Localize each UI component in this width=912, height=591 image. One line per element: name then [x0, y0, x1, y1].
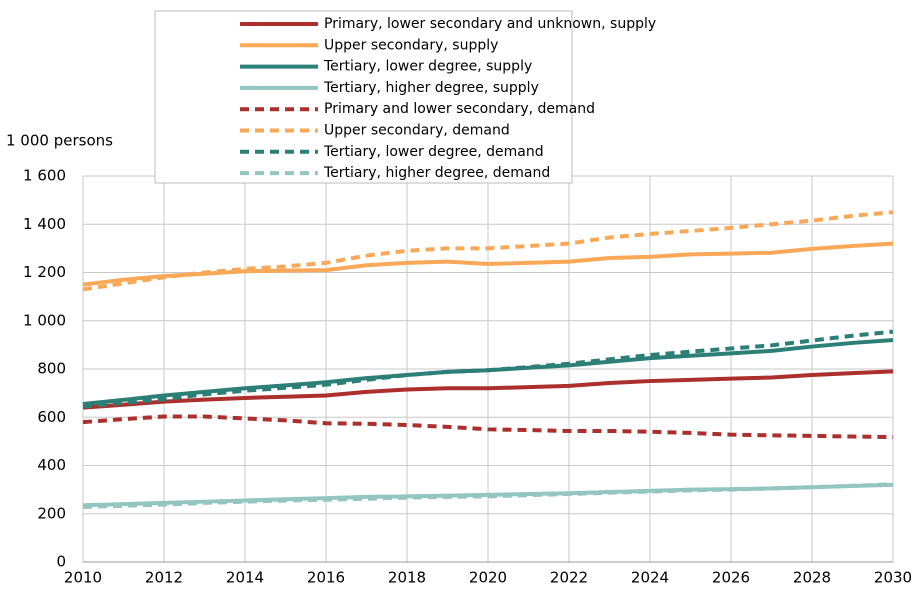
- series-line: [82, 482, 894, 509]
- x-tick-label: 2026: [712, 569, 750, 587]
- y-tick-label: 1 200: [23, 263, 66, 281]
- y-tick-label: 1 600: [23, 167, 66, 185]
- legend-label: Tertiary, lower degree, supply: [323, 59, 532, 75]
- x-tick-label: 2018: [388, 569, 426, 587]
- legend-label: Upper secondary, supply: [324, 37, 498, 53]
- legend: Primary, lower secondary and unknown, su…: [154, 10, 656, 184]
- series-line: [82, 210, 894, 292]
- x-tick-label: 2014: [226, 569, 264, 587]
- y-tick-label: 200: [37, 504, 66, 522]
- x-tick-label: 2012: [145, 569, 183, 587]
- legend-label: Tertiary, lower degree, demand: [323, 144, 544, 160]
- legend-label: Tertiary, higher degree, demand: [323, 165, 550, 181]
- legend-box: [154, 10, 573, 184]
- y-tick-label: 0: [56, 553, 66, 571]
- legend-label: Upper secondary, demand: [324, 123, 510, 139]
- x-tick-label: 2030: [874, 569, 912, 587]
- x-tick-label: 2020: [469, 569, 507, 587]
- x-tick-label: 2028: [793, 569, 831, 587]
- x-tick-label: 2024: [631, 569, 669, 587]
- y-tick-label: 1 400: [23, 215, 66, 233]
- series-line: [82, 369, 894, 410]
- legend-label: Primary, lower secondary and unknown, su…: [324, 16, 656, 32]
- y-tick-label: 400: [37, 456, 66, 474]
- series-line: [82, 329, 894, 409]
- x-tick-label: 2010: [64, 569, 102, 587]
- legend-label: Primary and lower secondary, demand: [324, 101, 595, 117]
- y-tick-label: 800: [37, 360, 66, 378]
- x-tick-label: 2022: [550, 569, 588, 587]
- x-tick-label: 2016: [307, 569, 345, 587]
- y-tick-label: 1 000: [23, 311, 66, 329]
- series-line: [82, 414, 894, 440]
- y-axis-label: 1 000 persons: [6, 132, 113, 150]
- y-tick-label: 600: [37, 408, 66, 426]
- legend-label: Tertiary, higher degree, supply: [323, 80, 539, 96]
- lines: [82, 210, 894, 509]
